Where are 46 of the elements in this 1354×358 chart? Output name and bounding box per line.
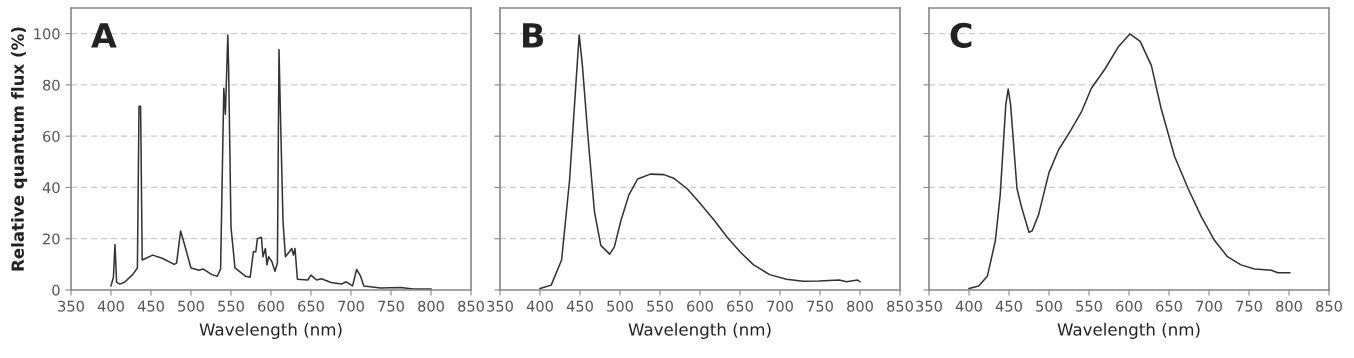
x-tick-label: 600 — [258, 300, 284, 312]
x-tick-label: 400 — [526, 300, 553, 312]
x-tick-label: 350 — [487, 300, 513, 312]
y-axis-title: Relative quantum flux (%) — [11, 27, 28, 271]
x-axis-title: Wavelength (nm) — [628, 322, 771, 339]
x-tick-label: 650 — [1156, 300, 1182, 312]
x-axis-title: Wavelength (nm) — [1057, 322, 1200, 339]
x-tick-label: 850 — [887, 300, 913, 312]
y-tick-label: 0 — [52, 284, 60, 296]
x-tick-label: 850 — [458, 300, 484, 312]
x-tick-label: 450 — [566, 300, 593, 312]
x-tick-label: 750 — [378, 300, 404, 312]
x-tick-label: 850 — [1316, 300, 1342, 312]
x-tick-label: 600 — [1116, 300, 1142, 312]
x-tick-label: 550 — [1076, 300, 1102, 312]
x-tick-label: 800 — [418, 300, 444, 312]
x-tick-label: 700 — [767, 300, 793, 312]
x-tick-label: 650 — [298, 300, 324, 312]
x-tick-label: 550 — [218, 300, 244, 312]
x-tick-label: 600 — [687, 300, 713, 312]
x-tick-label: 400 — [97, 300, 124, 312]
x-tick-label: 700 — [338, 300, 364, 312]
x-tick-label: 400 — [955, 300, 982, 312]
annotation: C — [950, 22, 972, 48]
x-tick-label: 750 — [807, 300, 833, 312]
annotation: B — [523, 23, 544, 48]
x-tick-label: 450 — [995, 300, 1022, 312]
x-tick-label: 650 — [727, 300, 753, 312]
y-tick-label: 20 — [43, 233, 60, 245]
x-tick-label: 350 — [916, 300, 942, 312]
annotation: A — [91, 23, 117, 48]
x-tick-label: 500 — [1036, 300, 1062, 312]
x-tick-label: 750 — [1236, 300, 1262, 312]
x-tick-label: 800 — [847, 300, 873, 312]
x-tick-label: 800 — [1276, 300, 1302, 312]
x-tick-label: 700 — [1196, 300, 1222, 312]
x-tick-label: 500 — [607, 300, 633, 312]
y-tick-label: 60 — [43, 130, 60, 142]
x-tick-label: 550 — [647, 300, 673, 312]
y-tick-label: 40 — [42, 182, 60, 194]
x-tick-label: 500 — [178, 300, 204, 312]
x-axis-title: Wavelength (nm) — [199, 322, 342, 339]
x-tick-label: 350 — [58, 300, 84, 312]
y-tick-label: 100 — [34, 28, 60, 40]
y-tick-label: 80 — [43, 79, 60, 91]
x-tick-label: 450 — [137, 300, 164, 312]
